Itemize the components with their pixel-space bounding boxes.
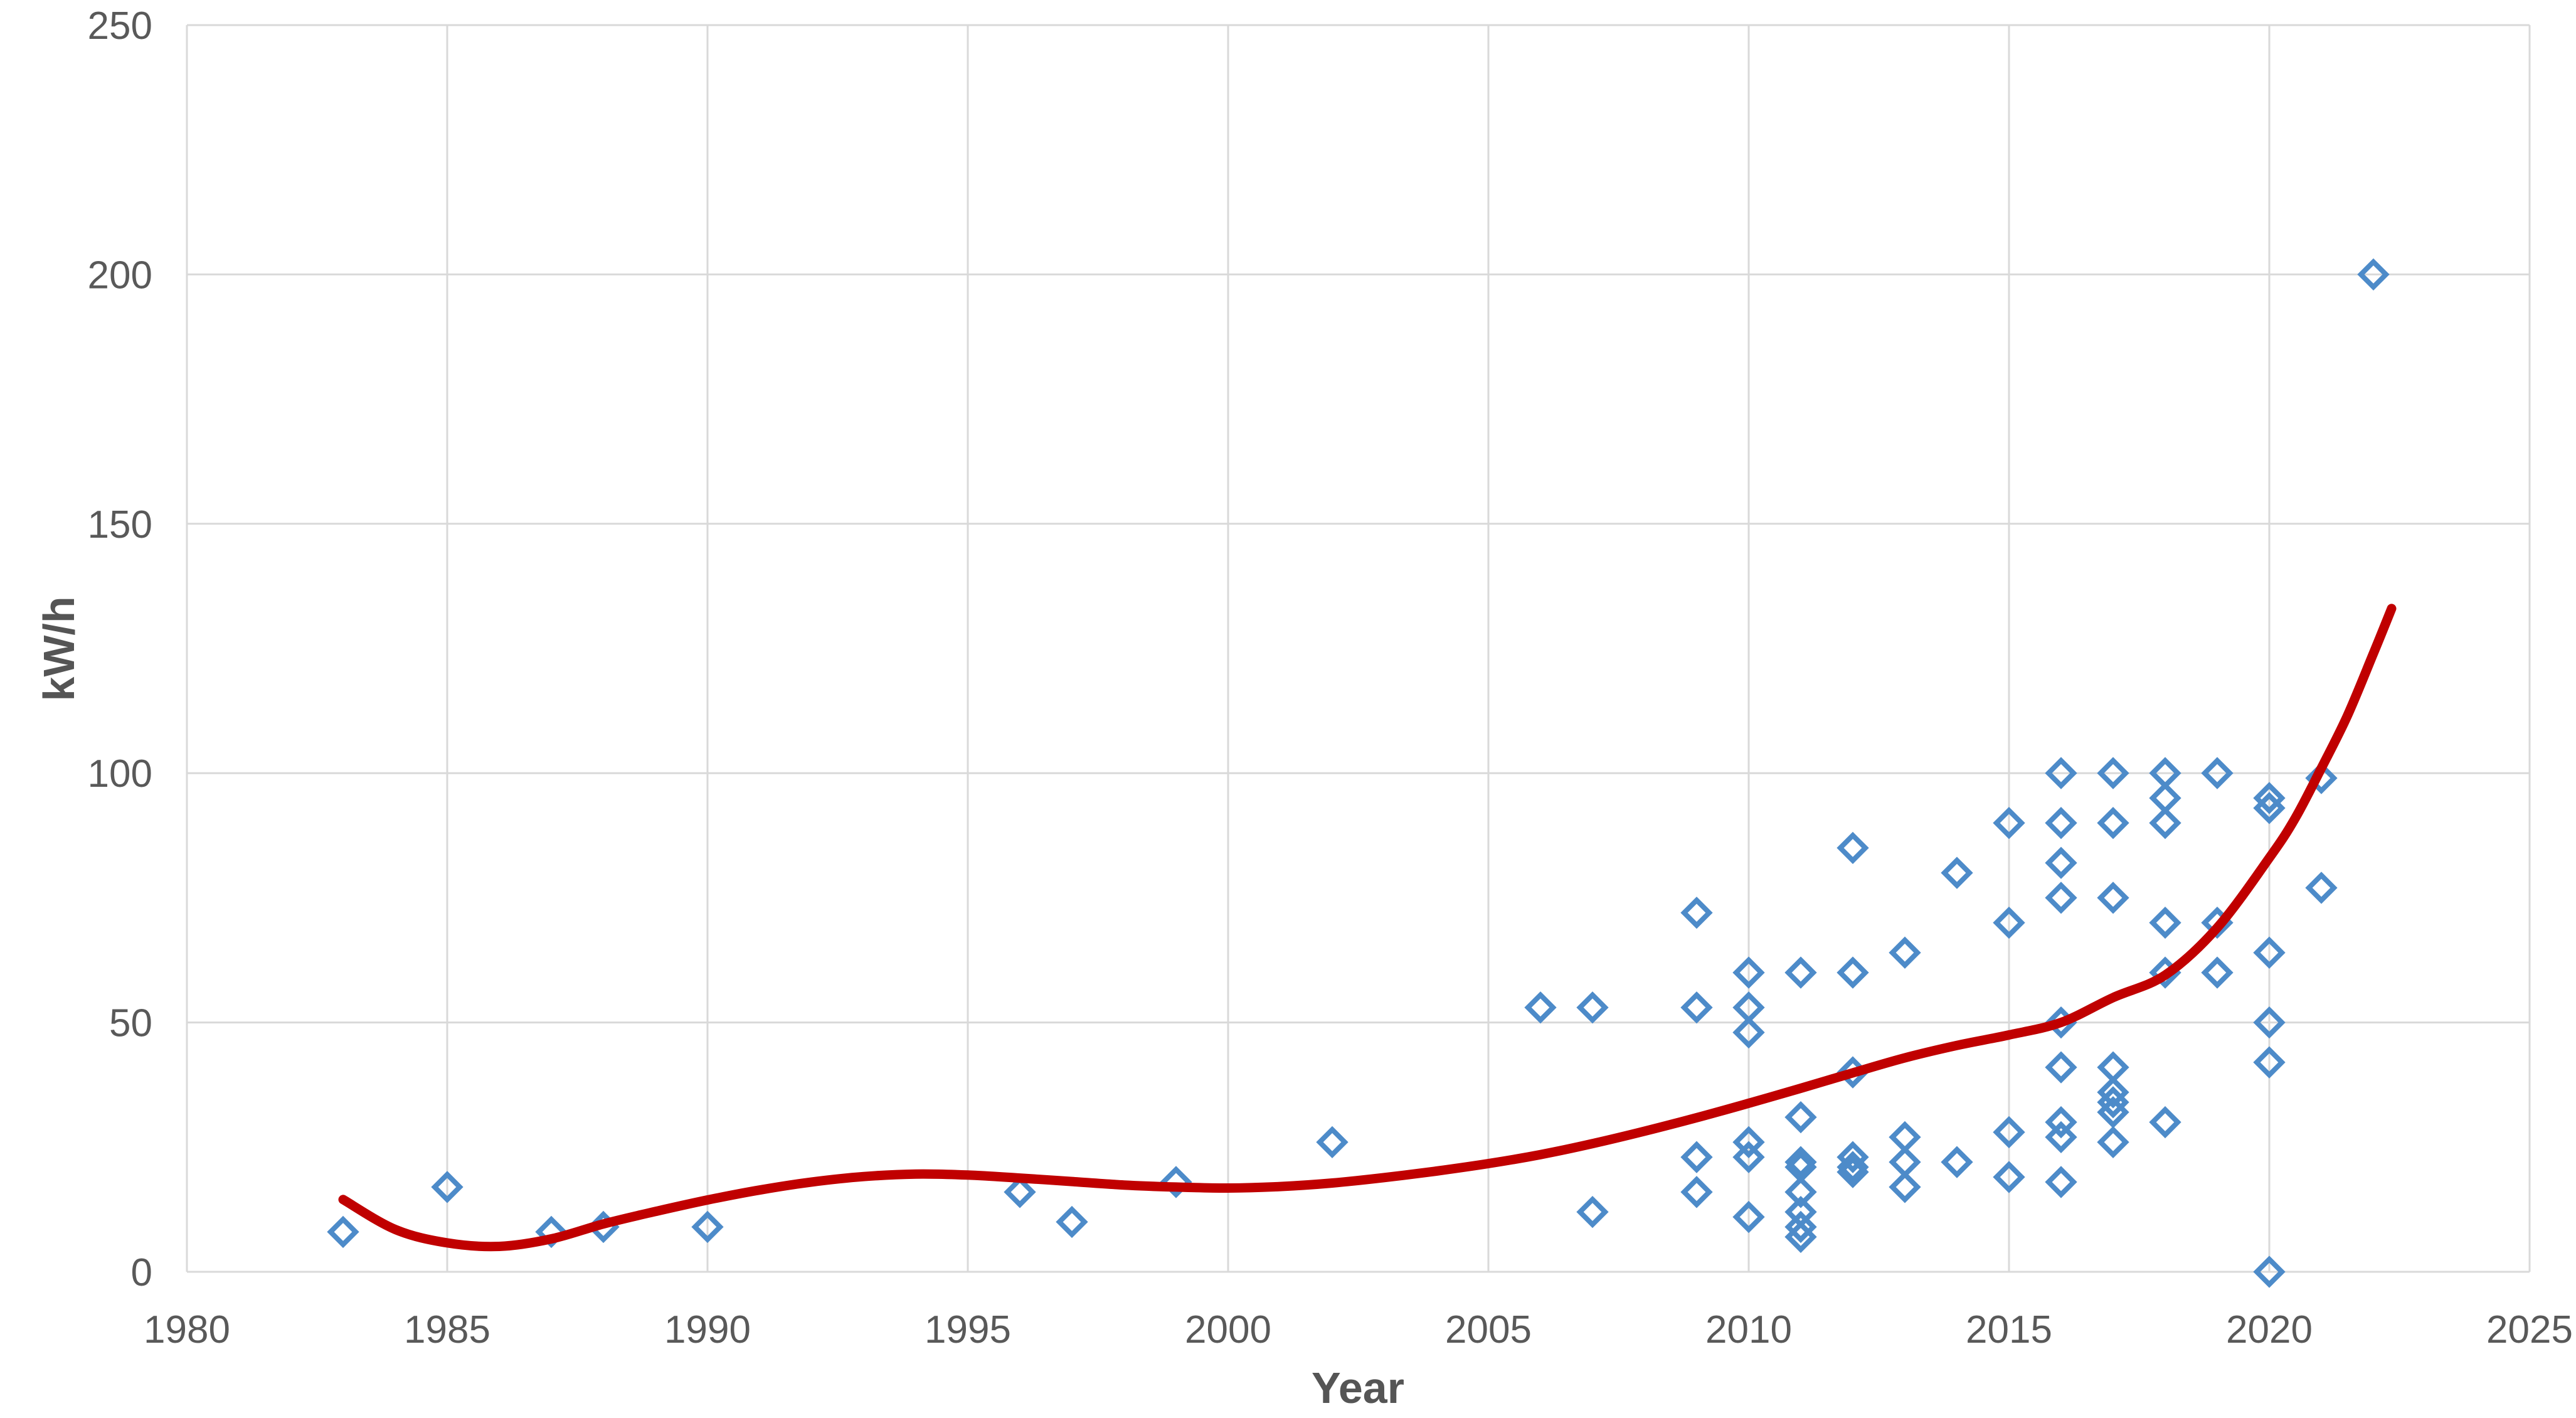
scatter-point (1056, 1205, 1088, 1239)
x-axis-title: Year (1312, 1363, 1404, 1412)
scatter-point (2097, 1086, 2129, 1119)
scatter-point (1889, 1121, 1921, 1154)
scatter-point (1837, 1151, 1869, 1183)
scatter-point (2097, 882, 2129, 914)
scatter-point (1993, 1116, 2025, 1149)
trendline-layer (338, 604, 2397, 1252)
y-tick-label: 0 (131, 1251, 152, 1294)
scatter-point (2097, 757, 2129, 789)
scatter-point (1576, 991, 1609, 1024)
scatter-point (2045, 846, 2077, 879)
scatter-point (1732, 1016, 1765, 1049)
scatter-point (1680, 897, 1713, 929)
trend-line (338, 604, 2397, 1252)
scatter-point (1576, 1195, 1609, 1229)
scatter-point (2253, 1255, 2286, 1288)
scatter-point (1004, 1176, 1036, 1208)
scatter-point (2201, 956, 2234, 989)
scatter-point (1993, 1161, 2025, 1193)
scatter-point (1889, 936, 1921, 969)
scatter-point (1160, 1166, 1192, 1198)
scatter-point (2045, 1121, 2077, 1154)
x-tick-label: 2010 (1705, 1308, 1792, 1351)
scatter-point (1993, 906, 2025, 939)
scatter-point (2253, 936, 2286, 969)
scatter-point (2097, 1051, 2129, 1084)
scatter-point (2149, 782, 2181, 814)
scatter-point (2201, 757, 2234, 789)
gridlines (186, 24, 2531, 1273)
x-tick-label: 1995 (925, 1308, 1011, 1351)
scatter-point (2045, 1051, 2077, 1084)
scatter-point (2045, 1106, 2077, 1139)
scatter-point (2305, 762, 2338, 794)
scatter-point (2045, 757, 2077, 789)
x-tick-label: 2015 (1966, 1308, 2052, 1351)
scatter-point (327, 1215, 359, 1249)
scatter-point (2253, 1046, 2286, 1079)
scatter-point (1680, 1141, 1713, 1173)
scatter-point (1784, 1210, 1817, 1244)
x-tick-label: 2025 (2486, 1308, 2573, 1351)
scatter-point (1680, 1176, 1713, 1208)
scatter-point (1837, 831, 1869, 865)
x-tick-label: 1990 (664, 1308, 751, 1351)
scatter-point (2097, 1096, 2129, 1129)
scatter-point (1784, 1176, 1817, 1208)
scatter-point (2097, 1076, 2129, 1109)
scatter-point (2149, 1106, 2181, 1139)
scatter-point (1732, 1141, 1765, 1173)
scatter-point (2097, 1126, 2129, 1159)
scatter-point (1993, 807, 2025, 840)
scatter-points (327, 258, 2390, 1288)
y-tick-label: 250 (88, 4, 152, 48)
scatter-point (1316, 1126, 1349, 1159)
scatter-point (2045, 1166, 2077, 1198)
scatter-point (2097, 807, 2129, 840)
scatter-point (2149, 807, 2181, 840)
y-tick-label: 100 (88, 752, 152, 796)
scatter-point (1732, 1200, 1765, 1234)
scatter-point (1784, 1101, 1817, 1134)
scatter-point (1732, 1126, 1765, 1159)
scatter-point (1837, 956, 1869, 989)
scatter-point (2045, 882, 2077, 914)
x-tick-label: 2020 (2226, 1308, 2313, 1351)
scatter-point (1837, 1156, 1869, 1188)
scatter-point (535, 1215, 568, 1249)
scatter-point (2253, 1006, 2286, 1039)
scatter-point (1941, 856, 1973, 889)
y-tick-label: 150 (88, 503, 152, 546)
scatter-point (691, 1210, 724, 1244)
x-tick-label: 1985 (404, 1308, 490, 1351)
scatter-point (1837, 1141, 1869, 1173)
x-tick-label: 2005 (1445, 1308, 1532, 1351)
scatter-point (1889, 1171, 1921, 1203)
scatter-point (1524, 991, 1557, 1024)
scatter-point (1941, 1146, 1973, 1178)
axis-labels: Year kW/h 0 50 100 150 200 250 1980 1985 1990 199… (34, 4, 2573, 1412)
scatter-point (1784, 956, 1817, 989)
scatter-point (2253, 782, 2286, 814)
scatter-point (2149, 906, 2181, 939)
scatter-point (2045, 807, 2077, 840)
scatter-point (1732, 956, 1765, 989)
y-tick-label: 200 (88, 253, 152, 297)
scatter-point (1680, 991, 1713, 1024)
scatter-point (2357, 258, 2390, 291)
scatter-point (431, 1171, 464, 1203)
scatter-point (1784, 1220, 1817, 1254)
x-tick-label: 1980 (144, 1308, 230, 1351)
scatter-point (2253, 792, 2286, 824)
scatter-point (1784, 1146, 1817, 1178)
y-axis-title: kW/h (34, 596, 83, 701)
scatter-point (1889, 1146, 1921, 1178)
x-tick-label: 2000 (1185, 1308, 1271, 1351)
y-tick-label: 50 (109, 1002, 152, 1045)
scatter-point (2305, 872, 2338, 904)
